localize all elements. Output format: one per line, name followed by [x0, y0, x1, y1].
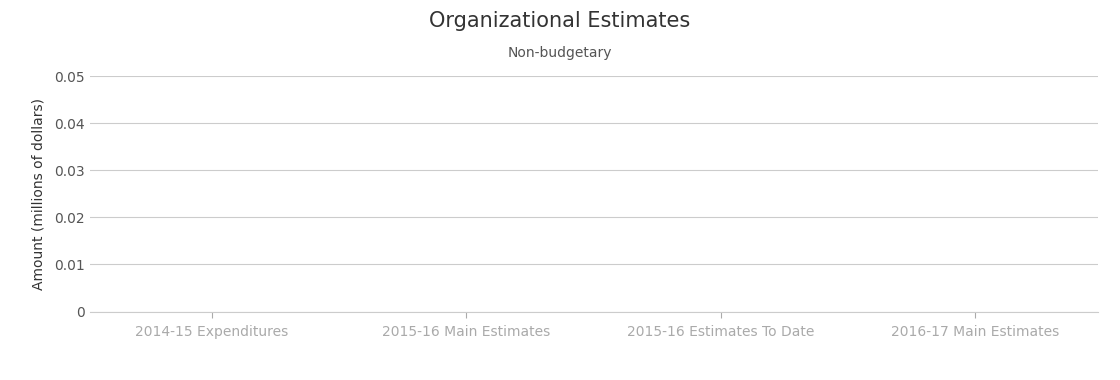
- Text: Non-budgetary: Non-budgetary: [507, 46, 613, 60]
- Y-axis label: Amount (millions of dollars): Amount (millions of dollars): [31, 98, 46, 290]
- Text: Organizational Estimates: Organizational Estimates: [429, 11, 691, 32]
